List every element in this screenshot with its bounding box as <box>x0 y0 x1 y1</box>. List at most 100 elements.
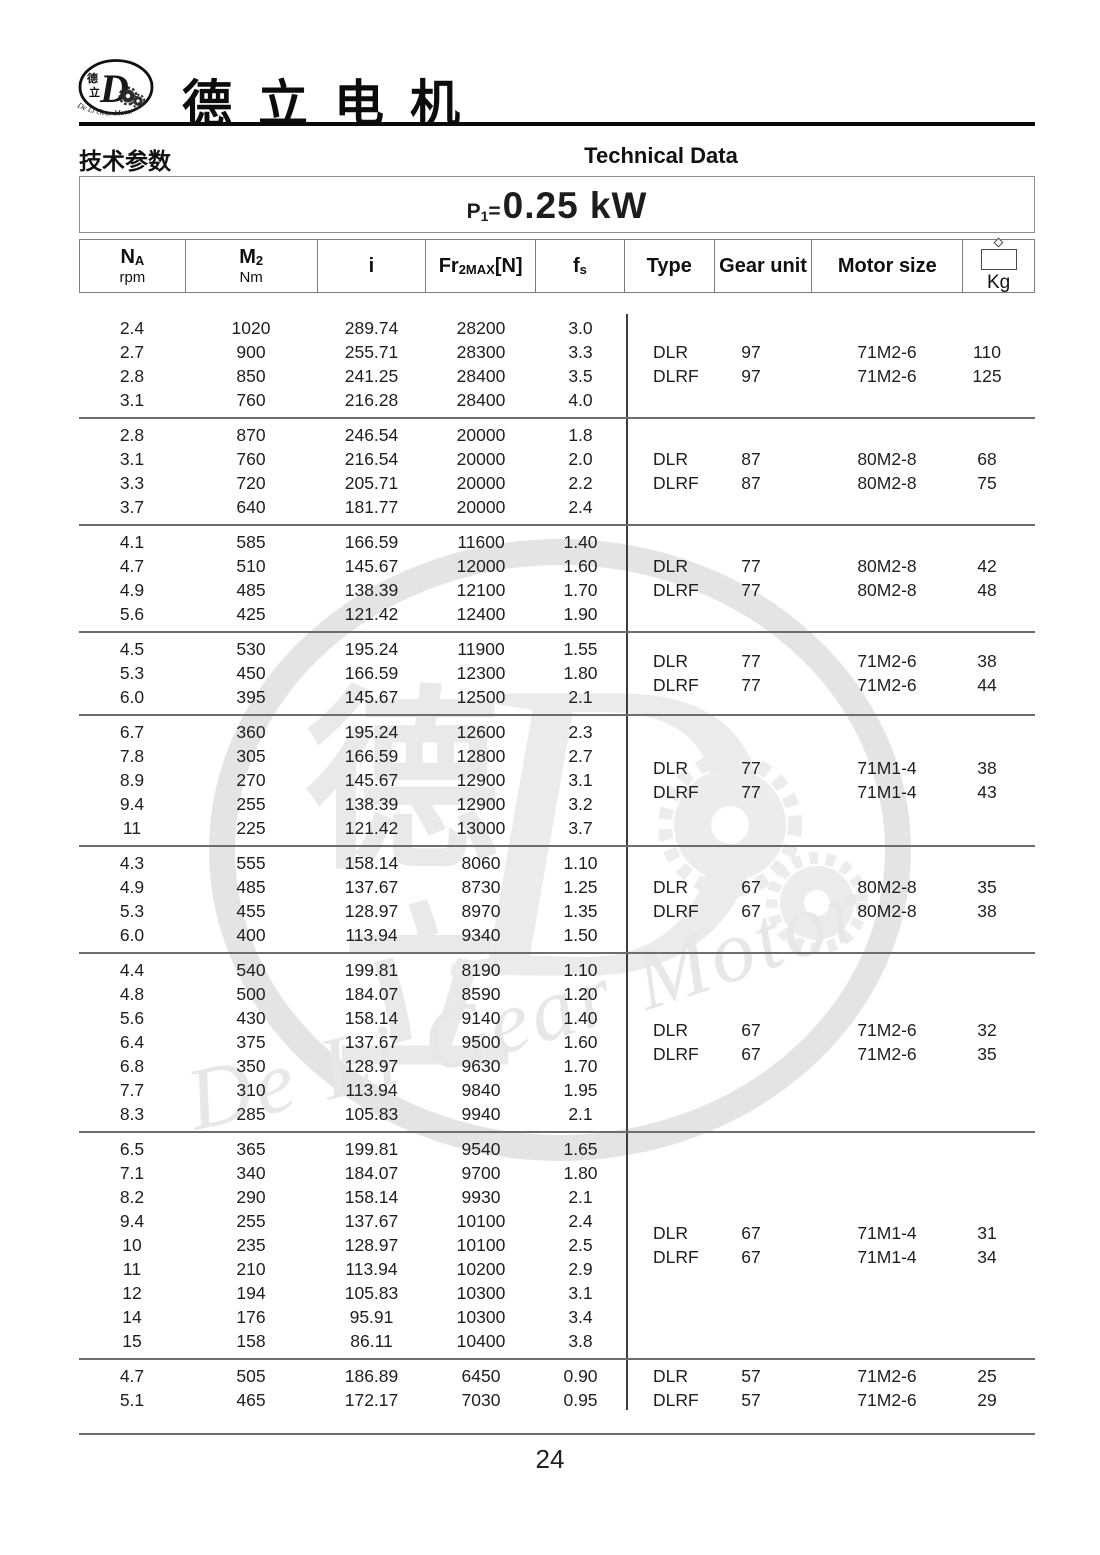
type-row: DLRF 77 71M1-4 43 <box>625 780 1035 804</box>
cell-m2: 255 <box>236 1211 266 1231</box>
cell-na: 4.9 <box>119 877 145 897</box>
cell-motor-size: 71M1-4 <box>857 782 917 802</box>
table-row: 9.4 255 138.39 12900 3.2 <box>79 792 625 816</box>
power-value: 0.25 kW <box>502 185 648 226</box>
cell-fr2max: 9140 <box>461 1008 501 1028</box>
cell-na: 15 <box>122 1331 142 1351</box>
cell-fs: 2.1 <box>568 1104 593 1124</box>
cell-gear-unit: 67 <box>741 1247 761 1267</box>
cell-i: 199.81 <box>344 960 399 980</box>
cell-i: 145.67 <box>344 770 399 790</box>
cell-fs: 3.1 <box>568 1283 593 1303</box>
cell-i: 199.81 <box>344 1139 399 1159</box>
type-row: DLRF 97 71M2-6 125 <box>625 364 1035 388</box>
cell-motor-size: 80M2-8 <box>857 449 917 469</box>
cell-kg: 48 <box>977 580 997 600</box>
cell-kg: 35 <box>977 877 997 897</box>
cell-fr2max: 9500 <box>461 1032 501 1052</box>
cell-m2: 505 <box>236 1366 266 1386</box>
cell-type: DLRF <box>653 580 699 600</box>
cell-i: 216.28 <box>344 390 399 410</box>
cell-fs: 1.80 <box>563 663 598 683</box>
logo-oval <box>78 59 154 115</box>
cell-motor-size: 80M2-8 <box>857 901 917 921</box>
cell-m2: 270 <box>236 770 266 790</box>
cell-na: 7.8 <box>119 746 145 766</box>
cell-fs: 2.1 <box>568 1187 593 1207</box>
cell-m2: 285 <box>236 1104 266 1124</box>
cell-m2: 540 <box>236 960 266 980</box>
cell-type: DLR <box>653 342 689 362</box>
cell-fr2max: 8190 <box>461 960 501 980</box>
cell-na: 9.4 <box>119 1211 145 1231</box>
cell-na: 4.9 <box>119 580 145 600</box>
cell-fr2max: 8060 <box>461 853 501 873</box>
cell-type: DLR <box>653 1020 689 1040</box>
cell-motor-size: 80M2-8 <box>857 580 917 600</box>
group-separator <box>79 1131 1035 1133</box>
cell-na: 12 <box>122 1283 142 1303</box>
cell-fs: 3.5 <box>568 366 593 386</box>
table-row: 5.1 465 172.17 7030 0.95 <box>79 1388 625 1412</box>
cell-fr2max: 9930 <box>461 1187 501 1207</box>
cell-na: 8.2 <box>119 1187 145 1207</box>
cell-i: 166.59 <box>344 532 399 552</box>
cell-fs: 2.9 <box>568 1259 593 1279</box>
cell-type: DLRF <box>653 901 699 921</box>
cell-m2: 255 <box>236 794 266 814</box>
cell-i: 181.77 <box>344 497 399 517</box>
cell-i: 145.67 <box>344 556 399 576</box>
type-row: DLR 77 80M2-8 42 <box>625 554 1035 578</box>
group-separator <box>79 631 1035 633</box>
header-label: Fr 2MAX [N] <box>438 254 523 277</box>
cell-m2: 176 <box>236 1307 266 1327</box>
type-row: DLRF 57 71M2-6 29 <box>625 1388 1035 1412</box>
cell-fr2max: 9700 <box>461 1163 501 1183</box>
cell-type: DLR <box>653 1223 689 1243</box>
logo-cn2: 立 <box>89 85 100 99</box>
cell-i: 128.97 <box>344 1235 399 1255</box>
page-number: 24 <box>535 1444 565 1474</box>
table-row: 8.2 290 158.14 9930 2.1 <box>79 1185 625 1209</box>
cell-na: 8.3 <box>119 1104 145 1124</box>
cell-fr2max: 12300 <box>456 663 506 683</box>
power-symbol: P <box>466 200 481 223</box>
cell-motor-size: 71M2-6 <box>857 1390 917 1410</box>
cell-i: 113.94 <box>345 1259 398 1279</box>
header-cell-kg: Kg <box>963 237 1034 293</box>
cell-motor-size: 71M2-6 <box>857 651 917 671</box>
cell-fr2max: 9630 <box>461 1056 501 1076</box>
cell-m2: 305 <box>236 746 266 766</box>
cell-i: 121.42 <box>344 604 399 624</box>
group-separator <box>79 714 1035 716</box>
table-row: 2.7 900 255.71 28300 3.3 <box>79 340 625 364</box>
cell-i: 105.83 <box>344 1283 399 1303</box>
power-equals: = <box>488 200 501 223</box>
cell-m2: 640 <box>236 497 266 517</box>
type-row: DLR 77 71M1-4 38 <box>625 756 1035 780</box>
cell-i: 195.24 <box>344 722 399 742</box>
cell-na: 7.1 <box>119 1163 145 1183</box>
table-row: 4.9 485 137.67 8730 1.25 <box>79 875 625 899</box>
cell-na: 5.6 <box>119 1008 145 1028</box>
type-row: DLR 57 71M2-6 25 <box>625 1364 1035 1388</box>
cell-fr2max: 12100 <box>456 580 506 600</box>
watermark-circle <box>209 539 911 1161</box>
cell-na: 6.5 <box>119 1139 145 1159</box>
cell-m2: 720 <box>236 473 266 493</box>
cell-fr2max: 12800 <box>456 746 506 766</box>
table-row: 6.5 365 199.81 9540 1.65 <box>79 1137 625 1161</box>
cell-fr2max: 9840 <box>461 1080 501 1100</box>
cell-fs: 3.8 <box>568 1331 593 1351</box>
cell-i: 105.83 <box>344 1104 399 1124</box>
cell-type: DLRF <box>653 473 699 493</box>
cell-kg: 125 <box>972 366 1002 386</box>
cell-na: 6.4 <box>119 1032 145 1052</box>
cell-fr2max: 20000 <box>456 497 506 517</box>
cell-fs: 3.2 <box>568 794 593 814</box>
cell-i: 137.67 <box>344 877 399 897</box>
